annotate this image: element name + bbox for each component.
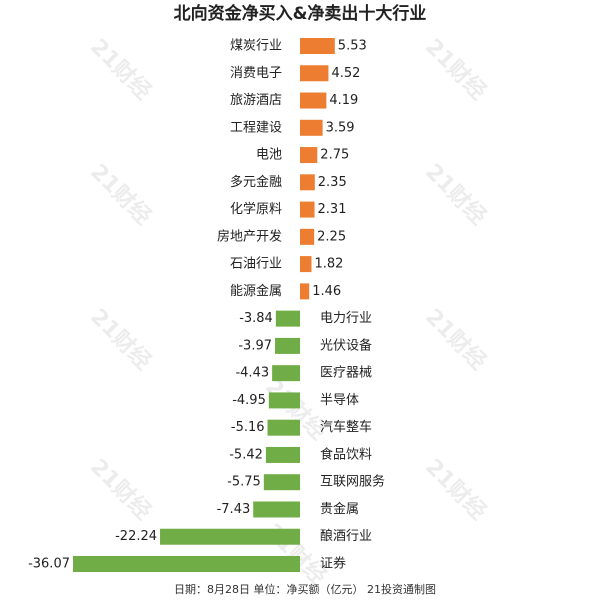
- bar: [300, 119, 323, 136]
- category-label: 半导体: [320, 393, 359, 408]
- value-label: 4.52: [331, 66, 360, 81]
- value-label: -5.42: [229, 447, 263, 462]
- category-label: 贵金属: [320, 501, 359, 517]
- value-label: 4.19: [329, 93, 358, 108]
- bar: [300, 147, 318, 164]
- bar: [272, 365, 300, 382]
- watermark: 21财经: [420, 454, 491, 525]
- category-label: 旅游酒店: [230, 93, 282, 108]
- value-label: 5.53: [338, 39, 367, 54]
- bar: [263, 474, 300, 491]
- category-label: 能源金属: [230, 283, 282, 299]
- category-label: 多元金融: [230, 174, 282, 190]
- category-label: 食品饮料: [320, 446, 372, 462]
- value-label: -4.95: [232, 393, 266, 408]
- category-label: 电池: [256, 148, 282, 163]
- value-label: -5.16: [231, 420, 265, 435]
- bar: [268, 392, 300, 409]
- value-label: -5.75: [227, 475, 261, 490]
- bar: [300, 92, 327, 109]
- bar: [253, 501, 300, 518]
- bar: [300, 283, 310, 300]
- bar: [300, 228, 315, 245]
- value-label: -7.43: [217, 502, 251, 517]
- value-label: -36.07: [28, 557, 70, 572]
- watermark: 21财经: [420, 34, 491, 105]
- category-label: 酿酒行业: [320, 528, 372, 544]
- category-label: 煤炭行业: [230, 39, 282, 54]
- watermark: 21财经: [420, 159, 491, 230]
- category-label: 互联网服务: [320, 474, 385, 490]
- category-label: 光伏设备: [320, 337, 372, 353]
- bar: [300, 174, 315, 191]
- value-label: 1.46: [312, 284, 341, 299]
- bar: [300, 256, 312, 273]
- category-label: 汽车整车: [320, 419, 372, 435]
- watermark: 21财经: [420, 304, 491, 375]
- watermark: 21财经: [85, 454, 156, 525]
- category-label: 化学原料: [230, 201, 282, 217]
- bar: [267, 419, 300, 436]
- bar: [300, 201, 315, 218]
- category-label: 石油行业: [230, 257, 282, 272]
- bar: [275, 337, 300, 354]
- bar: [265, 446, 300, 463]
- bar: [160, 528, 300, 545]
- category-label: 电力行业: [320, 311, 372, 326]
- category-label: 房地产开发: [217, 228, 282, 244]
- value-label: -3.84: [239, 311, 273, 326]
- value-label: 2.35: [318, 175, 347, 190]
- bar: [300, 65, 329, 82]
- category-label: 证券: [320, 556, 346, 572]
- value-label: 2.75: [320, 148, 349, 163]
- watermark: 21财经: [85, 159, 156, 230]
- chart-title: 北向资金净买入&净卖出十大行业: [174, 3, 427, 24]
- category-label: 医疗器械: [320, 366, 372, 381]
- value-label: -3.97: [238, 338, 272, 353]
- category-label: 工程建设: [230, 120, 282, 135]
- value-label: 3.59: [326, 120, 355, 135]
- bar: [73, 556, 300, 572]
- bar: [275, 310, 300, 327]
- value-label: 2.25: [317, 229, 346, 244]
- value-label: 2.31: [318, 202, 347, 217]
- value-label: -22.24: [115, 529, 157, 544]
- watermark: 21财经: [85, 304, 156, 375]
- category-label: 消费电子: [230, 66, 282, 81]
- watermark: 21财经: [85, 34, 156, 105]
- bar: [300, 38, 335, 54]
- footer: 日期：8月28日 单位：净买额（亿元） 21投资通制图: [174, 582, 436, 596]
- value-label: 1.82: [314, 257, 343, 272]
- value-label: -4.43: [235, 366, 269, 381]
